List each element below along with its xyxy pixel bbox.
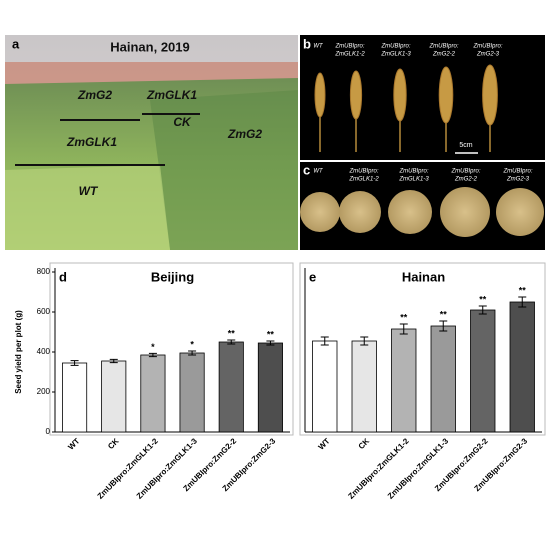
bar	[257, 342, 283, 433]
error-bar	[518, 296, 527, 308]
photo-label: ZmG2	[227, 127, 262, 141]
error-bar	[439, 320, 448, 332]
bar	[430, 325, 456, 433]
seed-pile	[300, 192, 340, 232]
photo-label: WT	[313, 169, 324, 175]
photo-label: ZmGLK1	[66, 135, 117, 149]
photo-label: ZmG2-3	[506, 177, 530, 183]
x-tick-label: WT	[66, 436, 81, 451]
panel-letter: e	[309, 269, 316, 284]
photo-label: ZmUBIpro:	[398, 169, 428, 175]
significance: **	[519, 285, 527, 295]
bar	[351, 340, 377, 433]
photo-label: ZmUBIpro:	[450, 169, 480, 175]
chart-frame	[49, 262, 294, 436]
significance: **	[228, 328, 236, 338]
bar	[140, 354, 166, 433]
chart-title: Hainan	[402, 269, 445, 284]
error-bar	[148, 352, 157, 358]
y-tick-label: 200	[37, 387, 51, 396]
photo-title: Hainan, 2019	[110, 39, 190, 54]
significance: *	[190, 339, 194, 349]
photo-label: ZmG2-2	[454, 177, 478, 183]
panicle	[349, 70, 363, 120]
x-tick-label: WT	[316, 436, 331, 451]
y-tick-label: 0	[46, 427, 51, 436]
significance: **	[440, 309, 448, 319]
bar	[509, 301, 535, 433]
seed-pile	[440, 187, 490, 237]
photo-label: ZmGLK1-3	[398, 177, 429, 183]
photo-label: ZmGLK1-2	[348, 177, 379, 183]
seed-piles	[300, 187, 544, 237]
photo-label: ZmG2-3	[476, 52, 500, 58]
significance: *	[151, 342, 155, 352]
y-tick-label: 800	[37, 267, 51, 276]
x-tick-label: CK	[357, 436, 372, 451]
bar	[312, 340, 338, 433]
scale-label: 5cm	[459, 142, 472, 149]
significance: **	[400, 312, 408, 322]
photo-label: ZmGLK1-2	[334, 52, 365, 58]
panel-letter: b	[303, 36, 311, 51]
photo-label: WT	[313, 44, 324, 50]
photo-labels: WT ZmUBIpro: ZmGLK1-2 ZmUBIpro: ZmGLK1-3 ZmUB…	[313, 44, 532, 183]
error-bar	[109, 358, 118, 364]
panicle	[438, 66, 454, 124]
field-photo	[5, 35, 298, 250]
photo-label: ZmGLK1	[146, 88, 197, 102]
seed-pile	[339, 191, 381, 233]
photo-label: ZmUBIpro:	[472, 44, 502, 50]
panel-letter: a	[12, 36, 20, 51]
seed-pile	[496, 188, 544, 236]
panicles	[314, 64, 498, 152]
panicle	[314, 72, 326, 118]
photo-label: ZmUBIpro:	[502, 169, 532, 175]
x-tick-label: CK	[106, 436, 121, 451]
error-bar	[188, 350, 197, 356]
seed-pile	[388, 190, 432, 234]
chart-frame	[299, 262, 546, 436]
error-bar	[266, 340, 275, 346]
panicle	[393, 68, 407, 122]
bar	[62, 362, 88, 433]
photo-label: ZmG2	[77, 88, 112, 102]
photo-label: WT	[79, 184, 99, 198]
photo-label: ZmUBIpro:	[334, 44, 364, 50]
photo-label: ZmUBIpro:	[380, 44, 410, 50]
panicle	[482, 64, 498, 126]
panel-letter: c	[303, 162, 310, 177]
significance: **	[267, 329, 275, 339]
y-axis-label: Seed yield per plot (g)	[14, 310, 23, 394]
photo-label: ZmG2-2	[432, 52, 456, 58]
panel-letter: d	[59, 269, 67, 284]
chart-title: Beijing	[151, 269, 194, 284]
error-bar	[70, 360, 79, 366]
error-bar	[320, 336, 329, 346]
error-bar	[227, 339, 236, 345]
error-bar	[478, 305, 487, 315]
error-bar	[399, 323, 408, 335]
significance: **	[479, 294, 487, 304]
photo-label: ZmGLK1-3	[380, 52, 411, 58]
bar	[391, 328, 417, 433]
error-bar	[360, 336, 369, 346]
photo-label: ZmUBIpro:	[428, 44, 458, 50]
bar	[101, 360, 127, 433]
photo-label: CK	[173, 115, 192, 129]
bar	[218, 341, 244, 433]
y-tick-label: 600	[37, 307, 51, 316]
photo-label: ZmUBIpro:	[348, 169, 378, 175]
panicle-photo	[300, 35, 545, 160]
bar	[179, 352, 205, 433]
y-tick-label: 400	[37, 347, 51, 356]
bar	[470, 309, 496, 433]
